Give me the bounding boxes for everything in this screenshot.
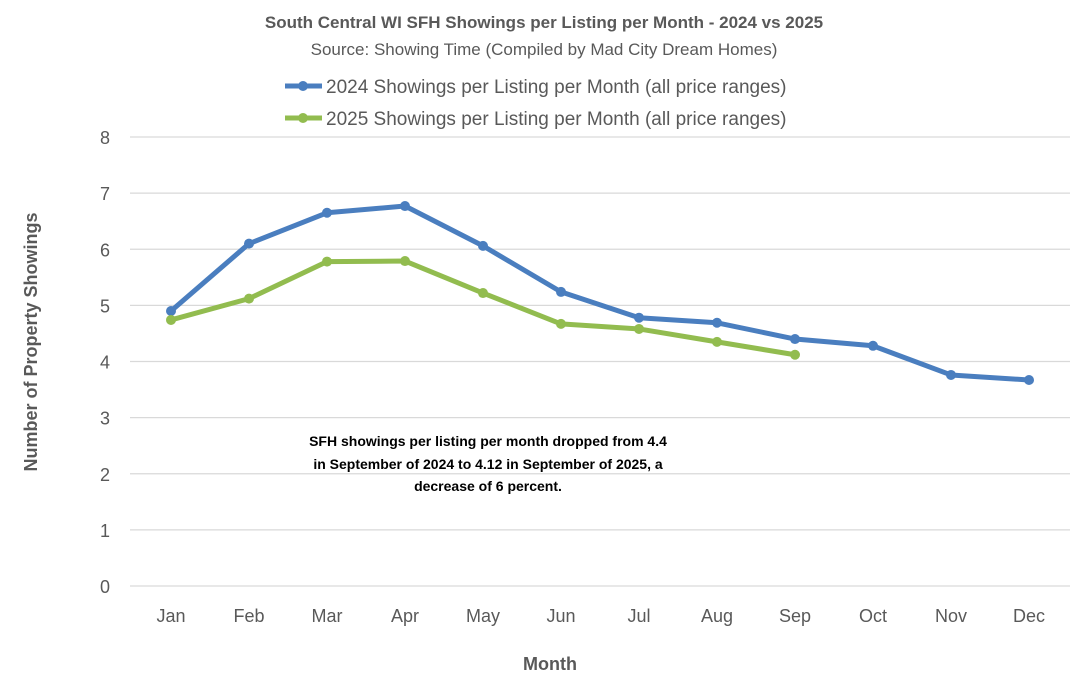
series-line-2025 xyxy=(170,258,796,358)
y-tick-label: 2 xyxy=(100,465,110,485)
x-tick-label: Jan xyxy=(156,606,185,626)
data-point-2024 xyxy=(478,240,488,251)
data-point-2024 xyxy=(634,312,644,323)
data-point-2025 xyxy=(166,314,176,325)
data-point-2025 xyxy=(244,293,254,304)
y-tick-label: 0 xyxy=(100,577,110,597)
y-tick-label: 1 xyxy=(100,521,110,541)
data-point-2024 xyxy=(400,201,410,212)
y-tick-label: 6 xyxy=(100,240,110,260)
x-tick-label: Aug xyxy=(701,606,733,626)
y-tick-label: 4 xyxy=(100,353,110,373)
data-point-2025 xyxy=(478,288,488,299)
y-axis-ticks: 0 1 2 3 4 5 6 7 8 xyxy=(100,128,110,597)
data-point-2024 xyxy=(712,317,722,328)
data-point-2024 xyxy=(244,238,254,249)
series-line-2024 xyxy=(169,203,1030,383)
legend-dot-2024 xyxy=(298,81,308,91)
y-tick-label: 8 xyxy=(100,128,110,148)
y-axis-label: Number of Property Showings xyxy=(21,212,41,471)
data-point-2025 xyxy=(400,256,410,267)
x-tick-label: May xyxy=(466,606,500,626)
chart-title: South Central WI SFH Showings per Listin… xyxy=(265,13,823,32)
data-point-2025 xyxy=(556,318,566,329)
data-point-2025 xyxy=(712,336,722,347)
x-tick-label: Sep xyxy=(779,606,811,626)
x-axis-ticks: Jan Feb Mar Apr May Jun Jul Aug Sep Oct Nov Dec xyxy=(156,606,1045,626)
gridlines xyxy=(130,136,1070,587)
data-point-2024 xyxy=(556,286,566,297)
x-tick-label: Mar xyxy=(312,606,343,626)
data-point-2024 xyxy=(166,305,176,316)
legend-label-2024: 2024 Showings per Listing per Month (all… xyxy=(326,77,786,98)
x-axis-label: Month xyxy=(523,654,577,674)
y-tick-label: 3 xyxy=(100,409,110,429)
legend-dot-2025 xyxy=(298,113,308,123)
x-tick-label: Jul xyxy=(627,606,650,626)
data-point-2024 xyxy=(868,340,878,351)
data-point-2025 xyxy=(790,349,800,360)
legend: 2024 Showings per Listing per Month (all… xyxy=(285,77,786,130)
x-tick-label: Dec xyxy=(1013,606,1045,626)
data-point-2024 xyxy=(322,207,332,218)
x-tick-label: Jun xyxy=(546,606,575,626)
chart-subtitle: Source: Showing Time (Compiled by Mad Ci… xyxy=(311,40,778,59)
annotation: SFH showings per listing per month dropp… xyxy=(309,433,667,494)
data-point-2025 xyxy=(322,256,332,267)
x-tick-label: Nov xyxy=(935,606,967,626)
data-point-2024 xyxy=(946,369,956,380)
data-point-2025 xyxy=(634,323,644,334)
annotation-line-1: SFH showings per listing per month dropp… xyxy=(309,433,667,449)
data-point-2024 xyxy=(1024,375,1034,386)
x-tick-label: Apr xyxy=(391,606,419,626)
data-point-2024 xyxy=(790,334,800,345)
series-lines xyxy=(166,201,1034,386)
y-tick-label: 7 xyxy=(100,184,110,204)
x-tick-label: Oct xyxy=(859,606,887,626)
y-tick-label: 5 xyxy=(100,296,110,316)
x-tick-label: Feb xyxy=(233,606,264,626)
annotation-line-2: in September of 2024 to 4.12 in Septembe… xyxy=(313,456,663,472)
annotation-line-3: decrease of 6 percent. xyxy=(414,478,562,494)
legend-label-2025: 2025 Showings per Listing per Month (all… xyxy=(326,109,786,130)
